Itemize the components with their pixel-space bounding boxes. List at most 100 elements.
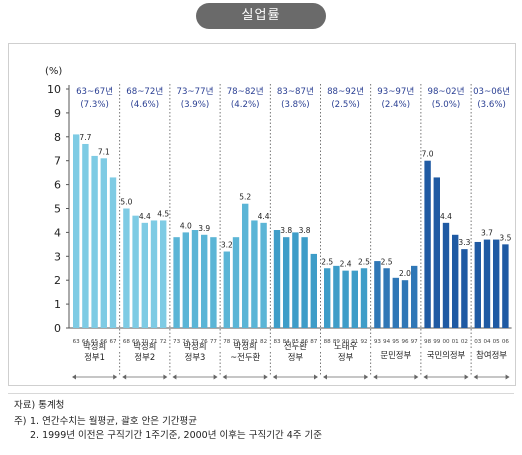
bar-value-label: 3.8 (299, 226, 311, 235)
period-label: 73~77년 (177, 86, 214, 97)
bar (283, 237, 290, 328)
period-arrow-head (163, 374, 168, 380)
government-label: 정부 (338, 352, 354, 362)
x-tick-label: 88 (324, 339, 332, 345)
period-arrow-head (464, 374, 469, 380)
bar (292, 232, 299, 328)
period-arrow-head (423, 374, 428, 380)
bar-value-label: 4.0 (180, 221, 192, 230)
period-average-label: (4.2%) (231, 100, 260, 110)
bar (433, 177, 440, 328)
period-arrow-head (473, 374, 478, 380)
period-arrow-head (364, 374, 369, 380)
bar-value-label: 4.4 (139, 212, 151, 221)
x-tick-label: 83 (273, 339, 281, 345)
period-label: 68~72년 (126, 86, 163, 97)
x-tick-label: 82 (260, 339, 267, 345)
bar (383, 268, 390, 328)
period-average-label: (3.6%) (477, 100, 506, 110)
government-label: 정부2 (134, 352, 155, 362)
x-tick-label: 02 (461, 339, 468, 345)
period-label: 03~06년 (473, 86, 510, 97)
x-tick-label: 01 (452, 339, 460, 345)
x-tick-label: 79 (232, 339, 240, 345)
bar-value-label: 2.5 (358, 257, 370, 266)
x-tick-label: 86 (301, 339, 309, 345)
x-tick-label: 63 (73, 339, 81, 345)
x-tick-label: 93 (374, 339, 382, 345)
bar (493, 239, 500, 328)
x-tick-label: 91 (351, 339, 359, 345)
bar-value-label: 2.4 (340, 260, 352, 269)
bar-value-label: 4.4 (440, 212, 452, 221)
bar (210, 237, 217, 328)
bar (301, 237, 308, 328)
x-tick-label: 70 (141, 339, 149, 345)
y-tick-label: 6 (54, 179, 61, 192)
government-label: 노태우 (334, 341, 357, 351)
government-label: 정부 (288, 352, 304, 362)
note-mark: 주) (14, 416, 27, 427)
period-arrow-head (113, 374, 118, 380)
note-1: 1. 연간수치는 월평균, 괄호 안은 기간평균 (30, 416, 198, 427)
period-arrow-head (272, 374, 277, 380)
y-tick-label: 1 (54, 298, 61, 311)
bar (191, 230, 199, 328)
bar (392, 277, 399, 328)
chart-area: (%) 0 1 2 3 4 5 6 7 8 9 10 63 7.7 64 65 7.1 66 67 63~67년 (7.… (8, 43, 516, 386)
bar-value-label: 4.4 (258, 212, 270, 221)
bar (242, 203, 249, 328)
x-tick-label: 67 (109, 339, 117, 345)
bar (150, 220, 158, 328)
period-average-label: (3.9%) (181, 100, 210, 110)
period-arrow-head (263, 374, 268, 380)
period-arrow-head (505, 374, 510, 380)
period-arrow-head (373, 374, 378, 380)
bar (132, 215, 139, 328)
period-label: 63~67년 (76, 86, 113, 97)
bar (100, 158, 107, 328)
x-tick-label: 75 (191, 339, 199, 345)
government-label: 참여정부 (476, 350, 507, 360)
period-arrow-head (172, 374, 177, 380)
bar-value-label: 2.5 (381, 257, 393, 266)
government-label: 국민의정부 (427, 350, 466, 360)
x-tick-label: 94 (383, 339, 391, 345)
bar-value-label: 3.3 (458, 238, 470, 247)
source-note: 자료) 통계청 (14, 400, 65, 411)
x-tick-label: 73 (173, 339, 181, 345)
x-tick-label: 80 (242, 339, 250, 345)
government-label: 박정희 (133, 341, 156, 351)
period-label: 93~97년 (377, 86, 414, 97)
y-tick-label: 9 (54, 107, 61, 120)
x-tick-label: 68 (123, 339, 131, 345)
x-tick-label: 71 (150, 339, 158, 345)
note-2: 2. 1999년 이전은 구직기간 1주기준, 2000년 이후는 구직기간 4… (30, 430, 322, 441)
period-average-label: (3.8%) (281, 100, 310, 110)
period-arrow-head (323, 374, 327, 380)
period-arrow-head (122, 374, 127, 380)
x-tick-label: 06 (502, 339, 510, 345)
period-average-label: (5.0%) (432, 100, 461, 110)
bar-value-label: 3.7 (481, 229, 493, 238)
y-tick-label: 4 (54, 226, 61, 239)
bar-value-label: 4.5 (157, 209, 169, 218)
bar (232, 237, 240, 328)
bar (333, 265, 340, 328)
x-tick-label: 69 (132, 339, 140, 345)
bar (91, 155, 98, 328)
x-tick-label: 66 (100, 339, 108, 345)
y-tick-label: 5 (54, 203, 61, 216)
x-tick-label: 96 (401, 339, 409, 345)
bar (141, 222, 148, 328)
bar (324, 268, 331, 328)
bar (474, 241, 481, 328)
chart-title: 실업률 (196, 3, 326, 29)
bar (461, 249, 468, 328)
bar-value-label: 3.9 (198, 224, 210, 233)
x-tick-label: 77 (210, 339, 218, 345)
bar (273, 230, 281, 328)
bar-value-label: 3.5 (499, 233, 511, 242)
period-label: 78~82년 (227, 86, 264, 97)
